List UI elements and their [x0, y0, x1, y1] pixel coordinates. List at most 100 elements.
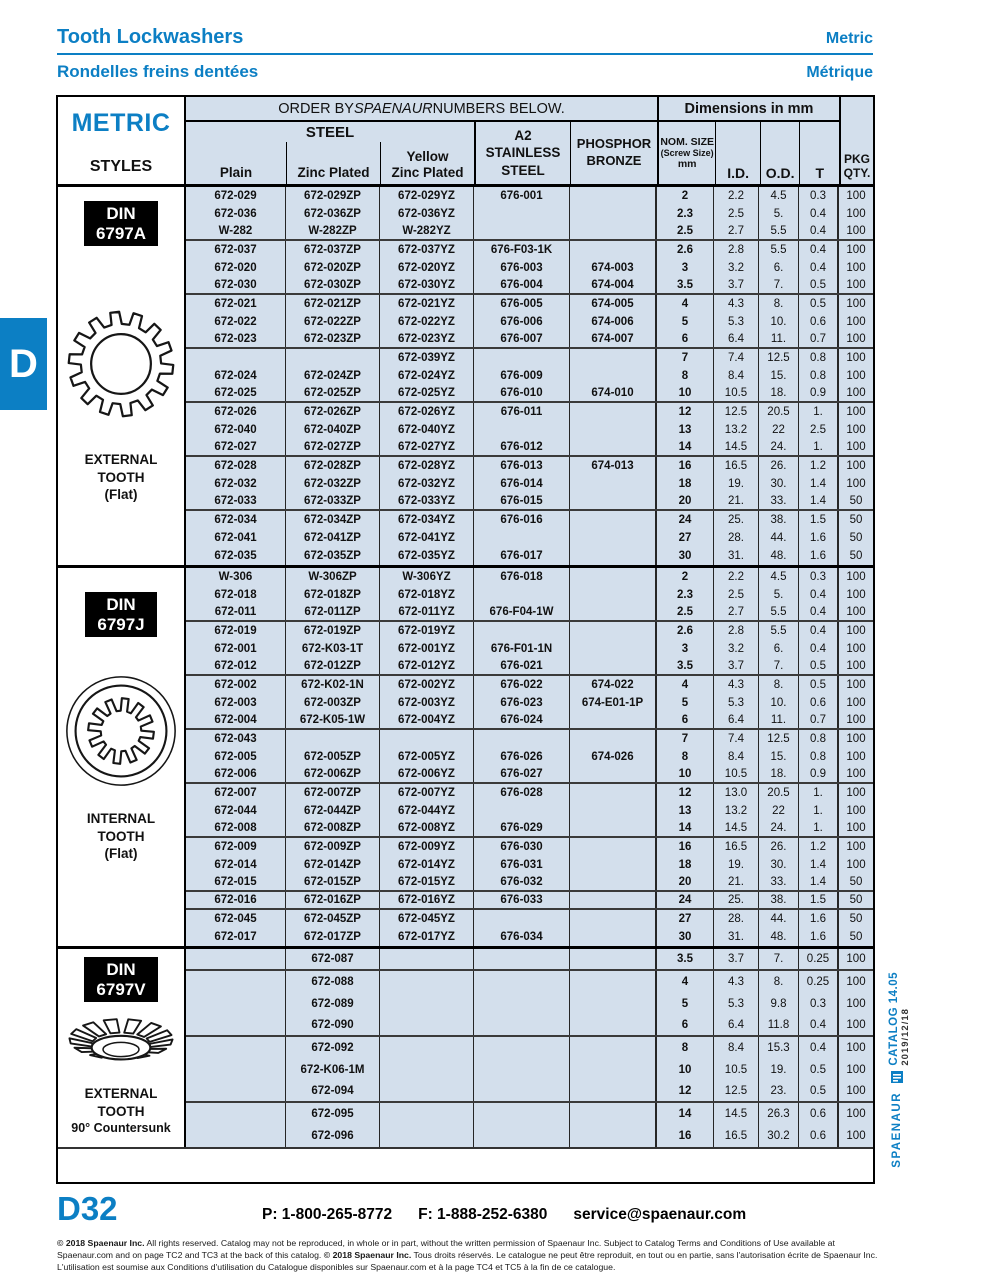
- cell-id: 25.: [714, 511, 759, 529]
- cell-zinc: 672-032ZP: [286, 475, 380, 493]
- styles-label: STYLES: [89, 158, 153, 175]
- cell-nom: 2.3: [657, 205, 714, 223]
- col-header-od: O.D.: [759, 122, 800, 184]
- cell-plain: 672-005: [186, 748, 286, 766]
- cell-yellow: 672-015YZ: [380, 874, 474, 890]
- cell-od: 20.5: [759, 784, 799, 802]
- table-row: 672-032 672-032ZP 672-032YZ 676-014 18 19. 30.…: [186, 475, 873, 493]
- cell-pkg: 100: [846, 424, 866, 436]
- styles-header-cell: METRIC STYLES: [58, 97, 186, 184]
- cell-t: 0.4: [799, 1037, 839, 1059]
- cell-zinc: 672-090: [286, 1015, 380, 1035]
- cell-plain: [186, 1015, 286, 1035]
- cell-nom: 13: [657, 421, 714, 439]
- cell-a2: 676-023: [474, 694, 570, 712]
- cell-id: 10.5: [714, 385, 759, 401]
- cell-phos: [570, 993, 657, 1015]
- cell-t: 0.4: [799, 241, 839, 259]
- col-header-yellow-zinc: Yellow Zinc Plated: [380, 142, 474, 184]
- fax-number: F: 1-888-252-6380: [418, 1206, 548, 1223]
- cell-plain: 672-026: [186, 403, 286, 421]
- cell-phos: 674-010: [570, 385, 657, 401]
- cell-id: 10.5: [714, 1059, 759, 1081]
- cell-phos: 674-E01-1P: [570, 694, 657, 712]
- cell-a2: 676-027: [474, 766, 570, 782]
- cell-plain: 672-009: [186, 838, 286, 856]
- style-cell: DIN 6797V EXTERNAL TOOTH 90° Countersunk: [58, 949, 186, 1147]
- cell-zinc: 672-K06-1M: [286, 1059, 380, 1081]
- cell-phos: [570, 730, 657, 748]
- cell-yellow: [380, 730, 474, 748]
- cell-yellow: [380, 1059, 474, 1081]
- cell-yellow: 672-026YZ: [380, 403, 474, 421]
- cell-plain: 672-025: [186, 385, 286, 401]
- cell-nom: 14: [657, 439, 714, 455]
- cell-yellow: W-282YZ: [380, 223, 474, 239]
- cell-plain: 672-024: [186, 367, 286, 385]
- cell-pkg: 100: [846, 976, 866, 988]
- cell-yellow: 672-017YZ: [380, 928, 474, 946]
- cell-id: 5.3: [714, 993, 759, 1015]
- cell-pkg: 100: [846, 768, 866, 780]
- cell-nom: 16: [657, 457, 714, 475]
- col-header-phosphor-bronze: PHOSPHOR BRONZE: [570, 122, 657, 184]
- cell-id: 6.4: [714, 712, 759, 728]
- col-header-t: T: [799, 122, 839, 184]
- cell-od: 11.8: [759, 1015, 799, 1035]
- table-row: 672-016 672-016ZP 672-016YZ 676-033 24 25. 38.…: [186, 892, 873, 910]
- cell-zinc: W-306ZP: [286, 568, 380, 586]
- cell-phos: 674-003: [570, 259, 657, 277]
- cell-id: 14.5: [714, 820, 759, 836]
- cell-phos: 674-005: [570, 295, 657, 313]
- table-row: 672-022 672-022ZP 672-022YZ 676-006 674-006 5…: [186, 313, 873, 331]
- cell-nom: 2.6: [657, 241, 714, 259]
- cell-t: 1.: [799, 820, 839, 836]
- catalog-date: 2019/12/18: [900, 1008, 911, 1066]
- cell-id: 16.5: [714, 457, 759, 475]
- cell-nom: 18: [657, 475, 714, 493]
- cell-pkg: 100: [846, 660, 866, 672]
- cell-zinc: 672-015ZP: [286, 874, 380, 890]
- cell-nom: 3: [657, 259, 714, 277]
- cell-od: 44.: [759, 910, 799, 928]
- table-row: 672-040 672-040ZP 672-040YZ 13 13.2 22 2.5 100: [186, 421, 873, 439]
- cell-t: 1.6: [799, 928, 839, 946]
- cell-phos: 674-013: [570, 457, 657, 475]
- dimensions-header-group: Dimensions in mm NOM. SIZE (Screw Size) …: [657, 97, 839, 184]
- cell-t: 0.6: [799, 694, 839, 712]
- table-body: DIN 6797A EXTERNAL TOOTH (Flat) 672-029 672-02…: [58, 187, 873, 1147]
- cell-phos: [570, 1081, 657, 1101]
- cell-plain: 672-003: [186, 694, 286, 712]
- cell-phos: [570, 586, 657, 604]
- steel-header-group: STEEL Plain Zinc Plated Yellow Zinc Plate…: [186, 122, 474, 184]
- cell-id: 31.: [714, 928, 759, 946]
- cell-phos: [570, 971, 657, 993]
- cell-plain: 672-019: [186, 622, 286, 640]
- table-row: 672-035 672-035ZP 672-035YZ 676-017 30 31. 48.…: [186, 547, 873, 565]
- cell-nom: 16: [657, 1125, 714, 1147]
- cell-od: 8.: [759, 676, 799, 694]
- cell-id: 2.5: [714, 586, 759, 604]
- cell-zinc: 672-K02-1N: [286, 676, 380, 694]
- cell-pkg: 50: [849, 532, 863, 544]
- a2-line1: A2: [514, 127, 532, 143]
- cell-od: 26.3: [759, 1103, 799, 1125]
- cell-id: 6.4: [714, 1015, 759, 1035]
- cell-a2: 676-001: [474, 187, 570, 205]
- cell-od: 19.: [759, 1059, 799, 1081]
- cell-a2: 676-022: [474, 676, 570, 694]
- table-row: 672-002 672-K02-1N 672-002YZ 676-022 674-022…: [186, 676, 873, 694]
- cell-plain: 672-044: [186, 802, 286, 820]
- cell-plain: [186, 971, 286, 993]
- cell-plain: 672-017: [186, 928, 286, 946]
- cell-zinc: 672-044ZP: [286, 802, 380, 820]
- legal-fr-bold: © 2018 Spaenaur Inc.: [323, 1250, 412, 1261]
- cell-a2: 676-033: [474, 892, 570, 908]
- cell-pkg: 100: [846, 571, 866, 583]
- cell-a2: 676-034: [474, 928, 570, 946]
- cell-pkg: 100: [846, 1108, 866, 1120]
- cell-a2: [474, 1103, 570, 1125]
- cell-zinc: [286, 349, 380, 367]
- cell-zinc: 672-024ZP: [286, 367, 380, 385]
- spaenaur-logo-icon: [890, 1070, 904, 1089]
